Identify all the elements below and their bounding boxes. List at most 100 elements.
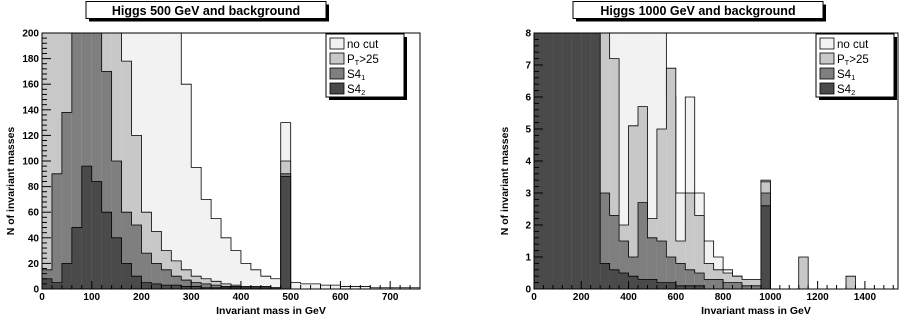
histogram-bar bbox=[171, 260, 182, 289]
legend-entry: PT>25 bbox=[837, 54, 869, 67]
histogram-bar bbox=[638, 202, 648, 289]
legend-entry-subscript: 2 bbox=[361, 88, 365, 97]
histogram-bar bbox=[694, 215, 705, 289]
histogram-bar bbox=[751, 279, 761, 289]
histogram-bar bbox=[240, 263, 251, 289]
histogram-bar bbox=[101, 71, 112, 290]
histogram-bar bbox=[656, 241, 667, 289]
x-tick-label: 800 bbox=[715, 292, 732, 303]
histogram-bar bbox=[211, 287, 222, 289]
histogram-bar bbox=[647, 237, 657, 289]
histogram-bar bbox=[91, 33, 102, 289]
histogram-bar bbox=[181, 280, 192, 289]
legend-entry-subscript: 2 bbox=[851, 88, 855, 97]
histogram-bar bbox=[638, 279, 648, 289]
histogram-bar bbox=[191, 167, 202, 289]
histogram-bar bbox=[666, 68, 676, 289]
histogram-bar bbox=[704, 279, 714, 289]
legend-entry: S41 bbox=[837, 69, 855, 82]
histogram-bar bbox=[619, 273, 629, 289]
histogram-bar bbox=[656, 129, 667, 289]
legend-swatch bbox=[819, 82, 835, 95]
x-tick-label: 0 bbox=[39, 292, 45, 303]
histogram-bar bbox=[51, 282, 62, 289]
y-tick-label: 1 bbox=[525, 253, 531, 264]
legend-swatch bbox=[819, 67, 835, 80]
histogram-bar bbox=[666, 282, 676, 289]
legend-entry-name: S4 bbox=[347, 69, 362, 81]
histogram-bar bbox=[201, 199, 212, 289]
histogram-bar bbox=[260, 276, 271, 289]
histogram-bar bbox=[310, 283, 321, 289]
histogram-bar bbox=[151, 283, 162, 289]
histogram-bar bbox=[161, 285, 172, 289]
histogram-bar bbox=[713, 279, 724, 289]
histogram-bar bbox=[141, 212, 152, 289]
histogram-bar bbox=[211, 218, 222, 289]
histogram-bar bbox=[543, 33, 553, 289]
histogram-bar bbox=[798, 257, 809, 289]
title-box bbox=[85, 1, 327, 19]
x-tick-label: 600 bbox=[332, 292, 349, 303]
histogram-bar bbox=[600, 193, 610, 289]
histogram-bar bbox=[410, 287, 420, 289]
y-tick-label: 2 bbox=[525, 221, 531, 232]
legend-entry: S41 bbox=[347, 69, 365, 82]
legend-entry-subscript: T bbox=[845, 58, 850, 67]
histogram-bar bbox=[330, 285, 341, 289]
histogram-bar bbox=[81, 33, 92, 289]
y-tick-label: 7 bbox=[525, 61, 531, 72]
histogram-bar bbox=[732, 282, 742, 289]
y-tick-label: 200 bbox=[22, 29, 39, 40]
histogram-bar bbox=[111, 237, 122, 289]
histogram-bar bbox=[742, 279, 752, 289]
legend-entry-name: S4 bbox=[837, 69, 852, 81]
histogram-bar bbox=[131, 276, 142, 289]
legend-entry-name: no cut bbox=[837, 39, 869, 51]
histogram-bar bbox=[151, 231, 162, 289]
y-tick-label: 3 bbox=[525, 189, 531, 200]
y-tick-label: 0 bbox=[33, 285, 39, 296]
y-tick-label: 80 bbox=[28, 182, 40, 193]
chart-title: Higgs 1000 GeV and background bbox=[600, 4, 795, 18]
histogram-bar bbox=[552, 33, 563, 289]
legend-swatch bbox=[329, 37, 345, 50]
histogram-bar bbox=[221, 237, 231, 289]
histogram-bar bbox=[91, 181, 102, 289]
histogram-bar bbox=[141, 282, 152, 289]
y-tick-label: 4 bbox=[525, 157, 531, 168]
legend-entry: no cut bbox=[347, 39, 379, 51]
histogram-bar bbox=[600, 263, 610, 289]
histogram-bar bbox=[666, 257, 676, 289]
legend-entry-suffix: >25 bbox=[849, 54, 869, 66]
legend-entry-name: S4 bbox=[347, 84, 362, 96]
histogram-bar bbox=[581, 33, 591, 289]
x-tick-label: 400 bbox=[233, 292, 250, 303]
histogram-bar bbox=[694, 285, 705, 289]
histogram-bar bbox=[71, 227, 82, 289]
histogram-bar bbox=[191, 282, 202, 289]
legend-entry-name: P bbox=[347, 54, 355, 66]
histogram-bar bbox=[400, 287, 411, 289]
histogram-bar bbox=[562, 33, 572, 289]
x-tick-label: 600 bbox=[667, 292, 684, 303]
x-tick-label: 200 bbox=[133, 292, 150, 303]
histogram-bar bbox=[628, 257, 638, 289]
histogram-bar bbox=[320, 285, 331, 289]
legend-entry-suffix: >25 bbox=[359, 54, 379, 66]
histogram-bar bbox=[685, 269, 695, 289]
histogram-bar bbox=[656, 282, 667, 289]
histogram-bar bbox=[742, 285, 752, 289]
x-tick-label: 100 bbox=[83, 292, 100, 303]
y-tick-label: 20 bbox=[28, 259, 40, 270]
plot-higgs-500: 0 100 200 300 400 500 600 700 0 20 40 60 80 100 120 14… bbox=[5, 1, 421, 317]
x-axis-label: Invariant mass in GeV bbox=[701, 305, 811, 317]
histogram-bar bbox=[81, 166, 92, 289]
histogram-bar bbox=[685, 285, 695, 289]
histogram-bar bbox=[181, 269, 192, 289]
legend-entry-name: P bbox=[837, 54, 845, 66]
histogram-bar bbox=[191, 286, 202, 289]
histogram-bar bbox=[171, 276, 182, 289]
